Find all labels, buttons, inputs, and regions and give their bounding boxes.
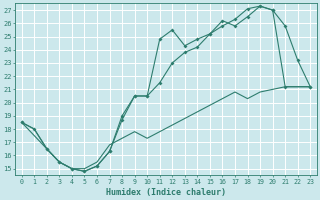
X-axis label: Humidex (Indice chaleur): Humidex (Indice chaleur) [106, 188, 226, 197]
